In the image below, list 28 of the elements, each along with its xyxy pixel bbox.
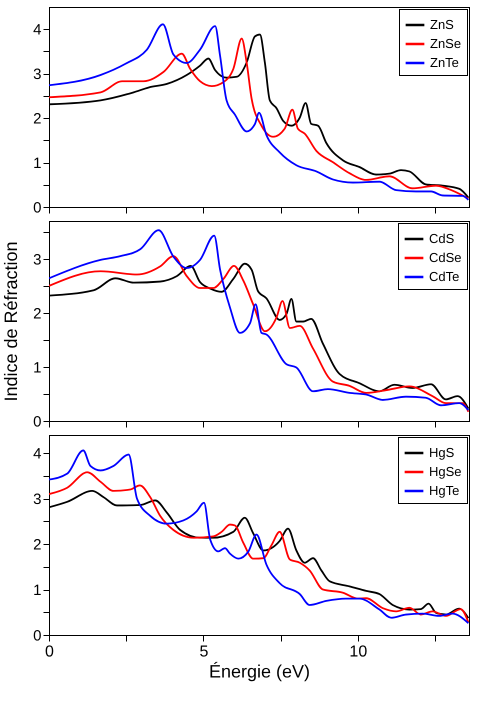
x-tick-label: 10 bbox=[349, 644, 368, 660]
legend-label: CdSe bbox=[429, 250, 462, 265]
legend-label: CdS bbox=[429, 231, 455, 246]
legend-label: ZnSe bbox=[430, 36, 462, 51]
y-tick-label: 2 bbox=[33, 305, 42, 322]
y-tick-label: 3 bbox=[33, 491, 42, 508]
legend-label: HgSe bbox=[429, 464, 462, 479]
y-tick-label: 0 bbox=[33, 628, 42, 644]
legend-label: HgTe bbox=[429, 483, 460, 498]
y-tick-label: 4 bbox=[33, 22, 42, 39]
y-tick-label: 3 bbox=[33, 66, 42, 84]
y-tick-label: 0 bbox=[33, 414, 42, 430]
x-tick-label: 5 bbox=[199, 644, 208, 660]
legend-label: HgS bbox=[429, 445, 455, 460]
y-axis-title: Indice de Réfraction bbox=[1, 241, 22, 402]
y-tick-label: 3 bbox=[33, 251, 42, 268]
y-tick-label: 2 bbox=[33, 536, 42, 554]
y-tick-label: 4 bbox=[33, 446, 42, 463]
y-tick-label: 0 bbox=[33, 200, 42, 216]
y-tick-label: 1 bbox=[33, 155, 42, 172]
legend-label: CdTe bbox=[429, 269, 460, 284]
y-tick-label: 1 bbox=[33, 359, 42, 376]
legend-label: ZnS bbox=[430, 17, 454, 32]
x-axis-title: Énergie (eV) bbox=[208, 662, 310, 682]
legend-label: ZnTe bbox=[430, 55, 459, 70]
y-tick-label: 2 bbox=[33, 110, 42, 128]
x-tick-label: 0 bbox=[45, 644, 54, 660]
y-tick-label: 1 bbox=[33, 582, 42, 600]
